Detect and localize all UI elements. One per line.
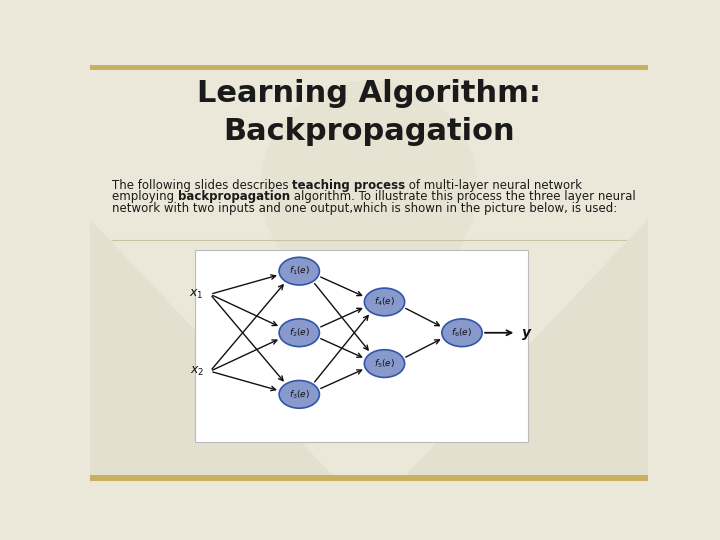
Text: teaching process: teaching process <box>292 179 405 192</box>
Text: Learning Algorithm:: Learning Algorithm: <box>197 79 541 107</box>
Text: Backpropagation: Backpropagation <box>223 117 515 146</box>
Text: network with two inputs and one output,which is shown in the picture below, is u: network with two inputs and one output,w… <box>112 202 617 215</box>
Text: $x_1$: $x_1$ <box>189 288 204 301</box>
Polygon shape <box>400 219 648 481</box>
Ellipse shape <box>279 257 320 285</box>
Circle shape <box>261 80 477 296</box>
Ellipse shape <box>364 350 405 377</box>
Bar <box>90 65 648 70</box>
Text: of multi-layer neural network: of multi-layer neural network <box>405 179 582 192</box>
Text: $f_6(e)$: $f_6(e)$ <box>451 327 472 339</box>
Text: The following slides describes: The following slides describes <box>112 179 292 192</box>
Text: backpropagation: backpropagation <box>178 190 289 203</box>
Ellipse shape <box>364 288 405 316</box>
FancyBboxPatch shape <box>194 249 528 442</box>
Ellipse shape <box>279 381 320 408</box>
Text: employing: employing <box>112 190 178 203</box>
Polygon shape <box>90 219 338 481</box>
Ellipse shape <box>442 319 482 347</box>
Text: $f_4(e)$: $f_4(e)$ <box>374 296 395 308</box>
Bar <box>90 475 648 481</box>
Ellipse shape <box>279 319 320 347</box>
Text: $f_5(e)$: $f_5(e)$ <box>374 357 395 370</box>
Text: $f_1(e)$: $f_1(e)$ <box>289 265 310 278</box>
Text: algorithm. To illustrate this process the three layer neural: algorithm. To illustrate this process th… <box>289 190 636 203</box>
Text: y: y <box>522 326 531 340</box>
Text: $x_2$: $x_2$ <box>189 364 204 378</box>
Text: $f_3(e)$: $f_3(e)$ <box>289 388 310 401</box>
Text: $f_2(e)$: $f_2(e)$ <box>289 327 310 339</box>
